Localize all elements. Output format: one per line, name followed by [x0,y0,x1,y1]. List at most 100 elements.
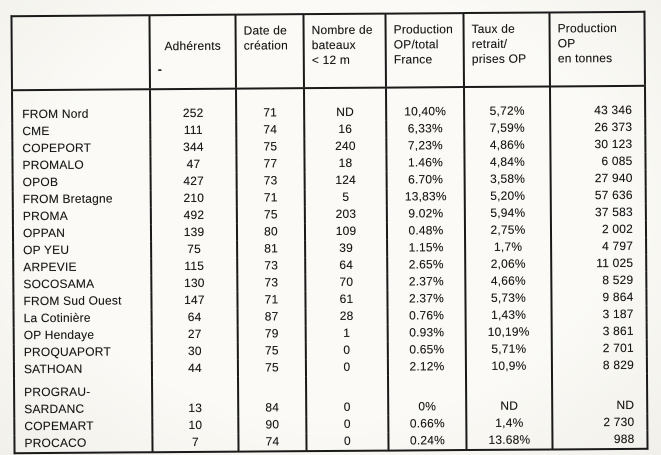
row-label: PROCACO [24,435,87,451]
adherents-value: 13 [152,376,239,418]
boats-under-12m-value: 0 [306,415,389,434]
header-boats-under-12m: Nombre de bateaux < 12 m [303,13,386,89]
boats-under-12m-value: 64 [305,256,388,275]
withdrawal-rate-value: 4,66% [465,272,552,291]
withdrawal-rate-value: 4,84% [464,153,551,172]
withdrawal-rate-value: 3,58% [464,170,551,189]
table-row: FROM Nord 252 71 ND 10,40% 5,72% 43 346 [12,85,646,123]
creation-year-value: 74 [236,121,305,139]
production-tonnes-value: 2 002 [550,220,647,239]
row-label: OP YEU [23,242,70,258]
creation-year-value: 75 [236,206,305,224]
boats-under-12m-value: 0 [306,432,389,452]
withdrawal-rate-value: 5,94% [464,204,551,223]
production-share-value: 0.66% [388,415,467,433]
withdrawal-rate-value: 1,4% [466,414,553,433]
withdrawal-rate-value: 2,06% [465,255,552,274]
production-tonnes-value: 8 529 [551,271,647,290]
adherents-value: 75 [151,240,238,259]
row-label: FROM Sud Ouest [23,293,122,309]
adherents-value: 130 [151,274,238,293]
production-tonnes-value: 9 864 [551,288,647,307]
row-label: FROM Bretagne [22,191,113,207]
header-adherents: Adhérents - [149,14,236,90]
production-tonnes-value: 8 829 [551,356,647,375]
header-date-creation: Date de création [235,14,304,89]
creation-year-value: 73 [237,274,306,292]
header-adherents-label: Adhérents [164,38,221,54]
production-share-value: 2.65% [387,256,466,274]
creation-year-value: 73 [236,172,305,190]
table-header: Adhérents - Date de création Nombre de b… [11,11,645,91]
boats-under-12m-value: 5 [304,188,387,207]
production-tonnes-value: 3 861 [551,322,647,341]
production-tonnes-value: ND [551,373,648,415]
boats-under-12m-value: 109 [304,222,388,241]
production-share-value: 6.70% [386,171,465,189]
withdrawal-rate-value: 5,73% [465,289,552,308]
adherents-value: 30 [151,342,238,361]
production-share-value: 1.46% [386,154,465,172]
creation-year-value: 84 [238,376,307,417]
row-label: SATHOAN [23,361,83,377]
boats-under-12m-value: 124 [304,171,387,190]
row-label: PROMA [22,208,68,224]
row-label: SOCOSAMA [23,276,95,292]
adherents-value: 115 [151,257,238,276]
production-share-value: 0.93% [387,324,466,342]
production-share-value: 0.24% [388,432,467,451]
adherents-value: 44 [151,359,239,378]
adherents-value: 111 [150,121,237,140]
withdrawal-rate-value: 4,86% [464,136,551,155]
adherents-value: 27 [151,325,238,344]
adherents-value: 427 [150,172,237,191]
boats-under-12m-value: 0 [306,375,389,417]
creation-year-value: 75 [237,359,307,377]
production-share-value: 0.48% [386,222,466,240]
row-label: OP Hendaye [23,327,95,343]
scan-mark-dash: - [157,62,163,77]
boats-under-12m-value: 16 [304,120,387,139]
adherents-value: 210 [150,189,237,208]
table-row: PROCACO 7 74 0 0.24% 13.68% 988 [14,430,648,453]
production-share-value: 10,40% [385,87,465,121]
boats-under-12m-value: 61 [305,290,388,309]
row-label: ARPEVIE [23,259,77,275]
creation-year-value: 71 [235,88,305,122]
boats-under-12m-value: 39 [305,239,388,258]
production-tonnes-value: 2 730 [552,413,648,432]
row-label: La Cotinière [23,310,91,326]
withdrawal-rate-value: 10,19% [465,323,552,342]
boats-under-12m-value: 0 [305,358,389,377]
production-tonnes-value: 37 583 [550,203,646,222]
creation-year-value: 75 [237,342,306,360]
withdrawal-rate-value: 5,72% [463,86,551,121]
row-label: CME [22,123,50,139]
production-share-value: 2.37% [387,290,466,308]
boats-under-12m-value: 28 [305,307,388,326]
production-share-value: 0% [388,375,467,416]
production-tonnes-value: 4 797 [551,237,647,256]
table-row: PROGRAU- SARDANC 13 84 0 0% ND ND [14,373,648,418]
production-share-value: 9.02% [386,205,465,223]
creation-year-value: 71 [237,291,306,309]
creation-year-value: 73 [237,257,306,275]
creation-year-value: 87 [237,308,306,326]
creation-year-value: 77 [236,155,305,173]
adherents-value: 47 [150,155,237,174]
row-label: PROQUAPORT [23,344,111,360]
creation-year-value: 80 [236,223,306,241]
header-org-name-empty [11,15,150,91]
creation-year-value: 79 [237,325,306,343]
row-label: PROMALO [22,157,84,173]
table-body: FROM Nord 252 71 ND 10,40% 5,72% 43 346 CME 111 7… [12,85,648,453]
production-tonnes-value: 57 636 [550,186,646,205]
producer-organisations-table: Adhérents - Date de création Nombre de b… [10,10,649,455]
withdrawal-rate-value: 2,75% [464,221,552,240]
production-share-value: 0.76% [387,307,466,325]
production-tonnes-value: 43 346 [549,85,646,120]
row-label: OPOB [22,174,59,190]
creation-year-value: 74 [238,433,307,452]
production-tonnes-value: 27 940 [550,169,646,188]
row-label: COPEMART [24,418,94,434]
